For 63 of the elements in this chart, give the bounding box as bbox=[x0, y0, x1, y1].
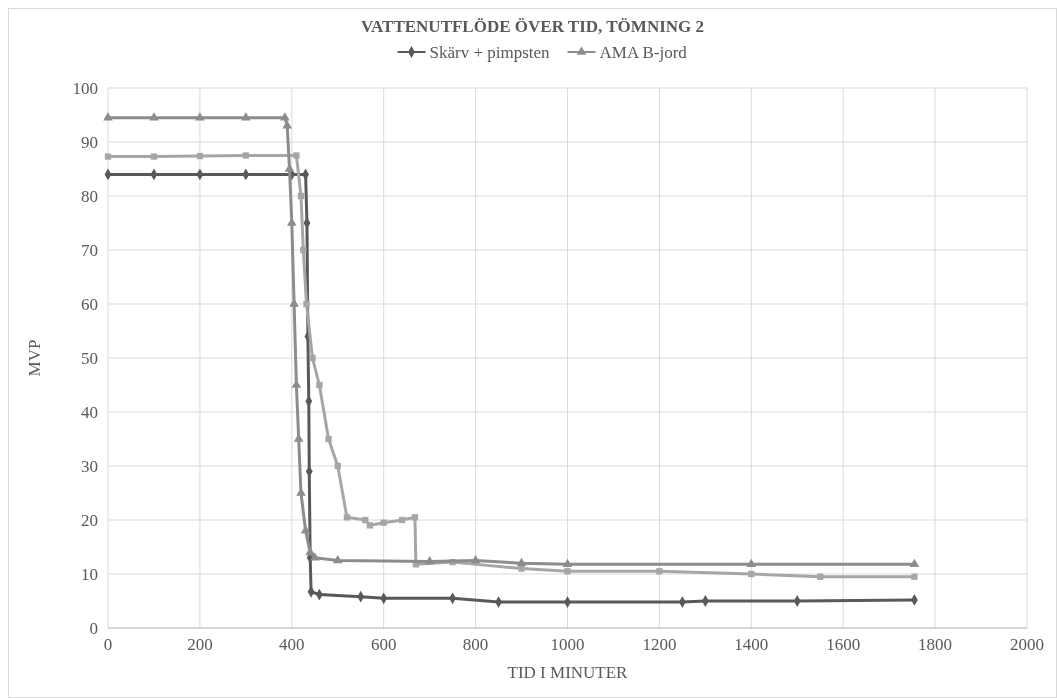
y-tick-label: 40 bbox=[81, 403, 98, 422]
point bbox=[817, 573, 824, 580]
point bbox=[332, 554, 343, 564]
y-tick-label: 60 bbox=[81, 295, 98, 314]
point bbox=[366, 522, 374, 529]
x-axis-title: TID I MINUTER bbox=[507, 663, 629, 682]
chart-title: VATTENUTFLÖDE ÖVER TID, TÖMNING 2 bbox=[360, 17, 705, 36]
point bbox=[909, 558, 920, 568]
y-tick-label: 50 bbox=[81, 349, 98, 368]
y-tick-label: 30 bbox=[81, 457, 98, 476]
y-tick-label: 70 bbox=[81, 241, 98, 260]
point bbox=[911, 573, 918, 580]
point bbox=[746, 558, 757, 568]
point bbox=[241, 112, 251, 121]
x-tick-label: 2000 bbox=[1010, 635, 1044, 654]
x-tick-label: 800 bbox=[462, 635, 489, 654]
x-tick-label: 1200 bbox=[642, 635, 677, 654]
point bbox=[293, 152, 300, 159]
point bbox=[380, 519, 387, 526]
point bbox=[325, 435, 332, 443]
y-tick-label: 0 bbox=[89, 619, 98, 638]
point bbox=[196, 152, 204, 160]
point bbox=[242, 152, 250, 159]
y-tick-label: 80 bbox=[81, 187, 98, 206]
point bbox=[516, 557, 527, 566]
x-tick-label: 200 bbox=[187, 635, 213, 654]
point bbox=[398, 516, 406, 524]
point bbox=[150, 153, 158, 160]
point bbox=[334, 462, 341, 470]
y-tick-label: 20 bbox=[81, 511, 98, 530]
point bbox=[300, 525, 311, 534]
point bbox=[343, 514, 351, 521]
point bbox=[656, 568, 663, 575]
x-tick-label: 0 bbox=[103, 635, 113, 654]
x-tick-label: 600 bbox=[370, 635, 397, 654]
x-tick-label: 400 bbox=[279, 635, 305, 654]
point bbox=[562, 558, 573, 568]
point bbox=[518, 565, 525, 572]
point bbox=[309, 354, 316, 362]
x-tick-label: 1000 bbox=[550, 635, 585, 654]
point bbox=[309, 552, 320, 561]
y-tick-label: 100 bbox=[72, 79, 98, 98]
point bbox=[411, 514, 419, 521]
y-tick-label: 10 bbox=[81, 565, 98, 584]
point bbox=[297, 192, 305, 200]
point bbox=[103, 112, 113, 121]
point bbox=[564, 568, 571, 575]
x-tick-label: 1800 bbox=[918, 635, 953, 654]
point bbox=[303, 300, 310, 308]
point bbox=[748, 570, 755, 578]
point bbox=[104, 153, 112, 160]
point bbox=[424, 556, 435, 565]
point bbox=[316, 381, 323, 389]
point bbox=[300, 246, 307, 254]
point bbox=[470, 554, 481, 564]
y-axis-title: MVP bbox=[25, 339, 44, 377]
point bbox=[282, 120, 293, 129]
point bbox=[305, 546, 315, 556]
y-tick-label: 90 bbox=[81, 133, 98, 152]
legend-label: AMA B-jord bbox=[599, 43, 688, 62]
x-tick-label: 1400 bbox=[734, 635, 769, 654]
legend-label: Skärv + pimpsten bbox=[429, 43, 551, 62]
x-tick-label: 1600 bbox=[826, 635, 861, 654]
